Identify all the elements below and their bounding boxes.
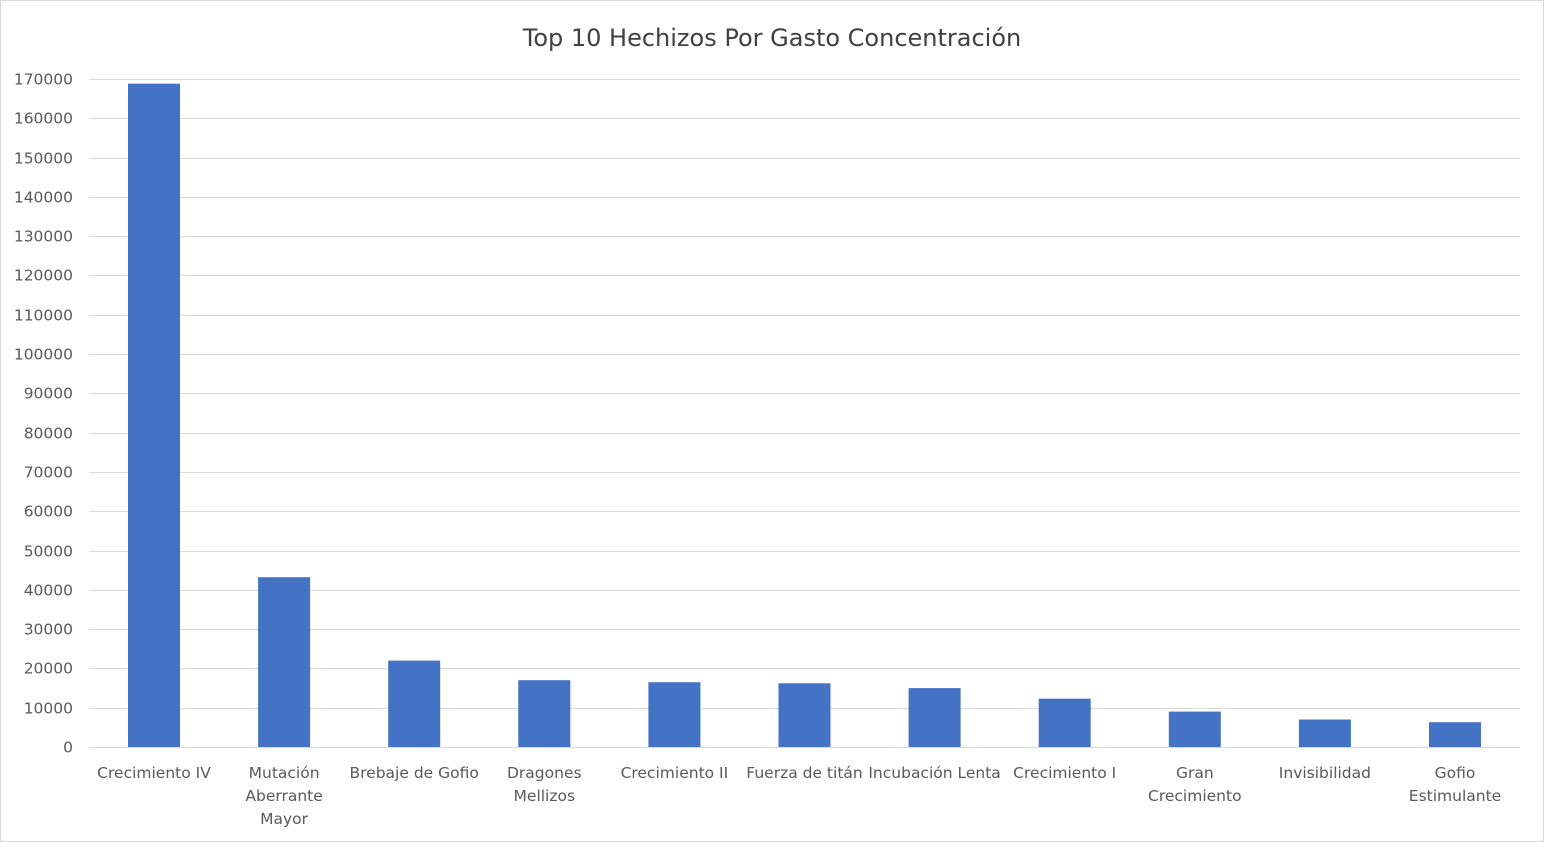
x-tick-label-line: Fuerza de titán: [746, 764, 862, 782]
x-tick-label: Dragones Mellizos: [507, 764, 582, 805]
x-tick-label-line: Gofio: [1435, 764, 1476, 782]
x-tick-label-line: Mutación: [249, 764, 320, 782]
y-tick-label: 160000: [14, 110, 73, 128]
x-tick-label-line: Incubación Lenta: [868, 764, 1000, 782]
x-axis-labels: Crecimiento IV Mutación Aberrante Mayor Breb…: [97, 764, 1501, 828]
x-tick-label-line: Crecimiento IV: [97, 764, 211, 782]
x-tick-label-line: Mayor: [260, 810, 309, 828]
x-tick-label-line: Estimulante: [1409, 787, 1501, 805]
y-tick-label: 100000: [14, 346, 73, 364]
y-tick-label: 40000: [24, 582, 73, 600]
y-tick-label: 50000: [24, 543, 73, 561]
bar: [258, 577, 311, 747]
y-tick-label: 80000: [24, 425, 73, 443]
x-tick-label: Mutación Aberrante Mayor: [245, 764, 322, 828]
y-axis-ticks: 0 10000 20000 30000 40000 50000 60000 70000 8000…: [14, 71, 73, 757]
bar: [1038, 698, 1091, 747]
bar: [1168, 711, 1221, 747]
x-tick-label: Gofio Estimulante: [1409, 764, 1501, 805]
x-tick-label: Crecimiento I: [1013, 764, 1116, 782]
x-tick-label: Incubación Lenta: [868, 764, 1000, 782]
x-tick-label: Crecimiento II: [621, 764, 729, 782]
y-tick-label: 120000: [14, 267, 73, 285]
y-tick-label: 60000: [24, 503, 73, 521]
x-tick-label-line: Dragones: [507, 764, 582, 782]
x-tick-label: Gran Crecimiento: [1148, 764, 1242, 805]
y-tick-label: 170000: [14, 71, 73, 89]
x-tick-label-line: Invisibilidad: [1279, 764, 1371, 782]
y-tick-label: 20000: [24, 660, 73, 678]
x-tick-label-line: Gran: [1176, 764, 1214, 782]
gridlines: [89, 79, 1520, 748]
y-tick-label: 30000: [24, 621, 73, 639]
y-tick-label: 70000: [24, 464, 73, 482]
y-tick-label: 150000: [14, 150, 73, 168]
x-tick-label: Fuerza de titán: [746, 764, 862, 782]
bar: [1298, 719, 1351, 747]
bars: [128, 83, 1481, 747]
y-tick-label: 140000: [14, 189, 73, 207]
x-tick-label-line: Crecimiento II: [621, 764, 729, 782]
y-tick-label: 90000: [24, 385, 73, 403]
x-tick-label-line: Mellizos: [514, 787, 576, 805]
bar: [908, 688, 961, 747]
x-tick-label-line: Crecimiento I: [1013, 764, 1116, 782]
bar: [778, 683, 831, 747]
y-tick-label: 10000: [24, 700, 73, 718]
bar: [1429, 722, 1481, 747]
x-tick-label: Invisibilidad: [1279, 764, 1371, 782]
y-tick-label: 130000: [14, 228, 73, 246]
bar: [518, 680, 571, 747]
x-tick-label-line: Brebaje de Gofio: [350, 764, 479, 782]
bar: [128, 83, 180, 747]
y-tick-label: 0: [63, 739, 73, 757]
x-tick-label-line: Crecimiento: [1148, 787, 1242, 805]
chart-title: Top 10 Hechizos Por Gasto Concentración: [522, 24, 1022, 52]
bar: [388, 660, 441, 747]
bar: [648, 682, 701, 747]
x-tick-label: Crecimiento IV: [97, 764, 211, 782]
x-tick-label: Brebaje de Gofio: [350, 764, 479, 782]
x-tick-label-line: Aberrante: [245, 787, 322, 805]
y-tick-label: 110000: [14, 307, 73, 325]
